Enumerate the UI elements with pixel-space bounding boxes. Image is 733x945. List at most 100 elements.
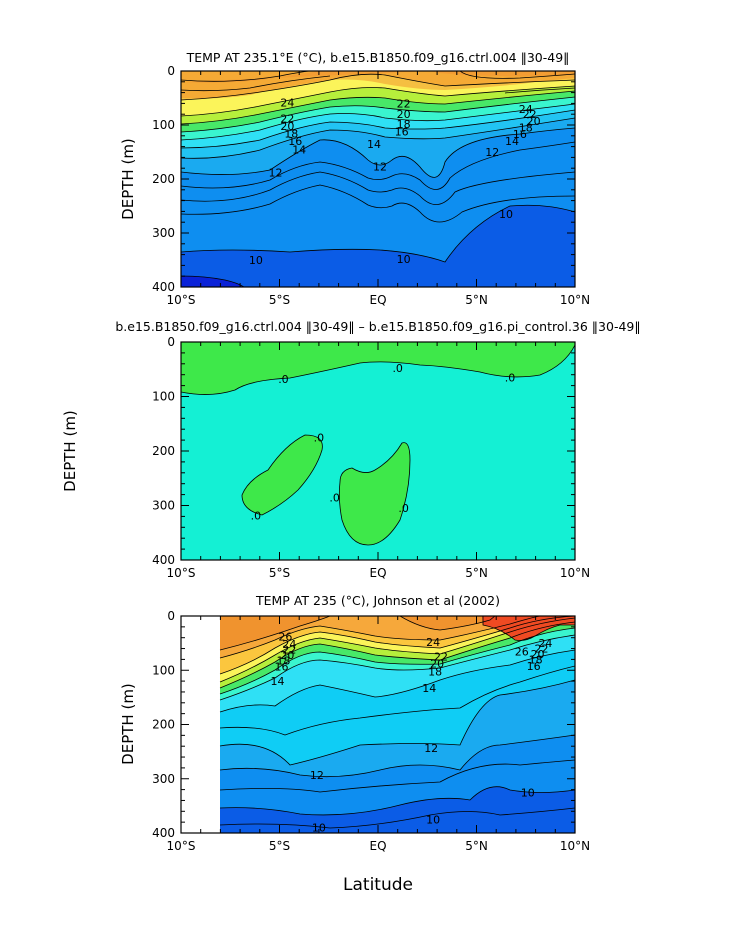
y-tick-label: 400 [152,826,175,840]
contour-label: 20 [280,120,294,133]
contour-label: 26 [278,631,292,644]
contour-label: 26 [515,645,529,658]
x-tick-label: 10°N [560,293,590,307]
panel-2-positive-region-top [181,342,575,395]
y-tick-label: 200 [152,172,175,186]
y-tick-label: 100 [152,118,175,132]
contour-label: 14 [422,682,436,695]
y-tick-label: 0 [167,64,175,78]
panel-3-contour-labels: 2624222018161424222018142624222018161212… [271,631,553,835]
contour-label: 18 [284,128,298,141]
panel-3-y-ticks: 0 100 200 300 400 [152,609,575,840]
contour-label: 20 [397,108,411,121]
contour-label: 10 [521,786,535,799]
x-tick-label: 5°N [465,839,488,853]
contour-label: .0 [314,431,325,444]
contour-label: 14 [367,138,381,151]
x-tick-label: EQ [369,293,386,307]
contour-label: 10 [499,208,513,221]
y-tick-label: 100 [152,390,175,404]
contour-label: 24 [519,103,533,116]
contour-label: .0 [392,362,403,375]
contour-label: .0 [398,502,409,515]
contour-label: 18 [428,665,442,678]
panel-2-positive-region-left [242,435,323,515]
contour-label: .0 [251,509,262,522]
x-tick-label: 10°N [560,566,590,580]
panel-2-x-ticks: 10°S 5°S EQ 5°N 10°N [167,342,590,580]
contour-label: 18 [519,122,533,135]
contour-label: 24 [280,96,294,109]
x-tick-label: 10°N [560,839,590,853]
contour-label: 24 [426,636,440,649]
panel-3-title: TEMP AT 235 (°C), Johnson et al (2002) [255,593,500,608]
contour-label: 16 [288,135,302,148]
panel-3-plot-area [181,616,575,833]
x-tick-label: 5°S [269,839,290,853]
panel-2-y-axis-label: DEPTH (m) [61,410,79,492]
contour-label: 22 [434,651,448,664]
x-tick-label: 5°S [269,566,290,580]
panel-1-title: TEMP AT 235.1°E (°C), b.e15.B1850.f09_g1… [186,50,570,65]
contour-label: 14 [292,143,306,156]
contour-label: 22 [397,97,411,110]
y-tick-label: 300 [152,772,175,786]
panel-1-y-axis-label: DEPTH (m) [119,138,137,220]
y-tick-label: 0 [167,335,175,349]
contour-label: .0 [278,373,289,386]
contour-label: 12 [310,769,324,782]
x-axis-label: Latitude [343,875,413,895]
y-tick-label: 200 [152,444,175,458]
contour-label: 14 [505,135,519,148]
contour-label: 22 [535,643,549,656]
x-tick-label: 10°S [167,839,196,853]
y-tick-label: 300 [152,499,175,513]
panel-2-y-ticks: 0 100 200 300 400 [152,335,575,567]
panel-1-contour-labels: 2422201816141222201816141224222018161412… [249,96,541,267]
contour-label: 18 [397,118,411,131]
contour-label: 10 [249,254,263,267]
contour-label: 14 [271,675,285,688]
contour-label: .0 [329,491,340,504]
contour-label: .0 [505,371,516,384]
y-tick-label: 0 [167,609,175,623]
contour-label: 18 [529,653,543,666]
contour-label: 12 [485,146,499,159]
x-tick-label: EQ [369,839,386,853]
panel-3-y-axis-label: DEPTH (m) [119,683,137,765]
contour-label: 12 [373,161,387,174]
y-tick-label: 300 [152,226,175,240]
panel-3-band-22-24 [220,616,575,674]
contour-label: 24 [282,638,296,651]
panel-1-x-ticks: 10°S 5°S EQ 5°N 10°N [167,71,590,307]
contour-label: 22 [280,113,294,126]
contour-label: 16 [527,660,541,673]
x-tick-label: 5°N [465,293,488,307]
contour-label: 10 [312,822,326,835]
contour-label: 22 [282,644,296,657]
panel-2-title: b.e15.B1850.f09_g16.ctrl.004 ‖30-49‖ – b… [115,319,640,334]
panel-1-band-cold [181,276,244,287]
contour-label: 10 [426,813,440,826]
y-tick-label: 100 [152,663,175,677]
panel-3: TEMP AT 235 (°C), Johnson et al (2002) [119,593,590,853]
panel-3-band-gt28 [482,616,575,641]
x-tick-label: 10°S [167,293,196,307]
contour-label: 20 [531,648,545,661]
contour-label: 16 [513,128,527,141]
contour-label: 10 [397,253,411,266]
contour-label: 16 [395,125,409,138]
panel-1: TEMP AT 235.1°E (°C), b.e15.B1850.f09_g1… [119,50,590,307]
panel-2-contour-lines [181,344,575,546]
panel-3-contour-lines [219,616,575,829]
panel-2-contour-labels: .0 .0 .0 .0 .0 .0 .0 [251,362,516,522]
x-tick-label: 10°S [167,566,196,580]
contour-label: 20 [430,658,444,671]
contour-label: 20 [527,115,541,128]
contour-label: 20 [280,649,294,662]
panel-2-positive-region-right [339,442,410,545]
contour-label: 22 [523,108,537,121]
panel-3-x-ticks: 10°S 5°S EQ 5°N 10°N [167,616,590,853]
y-tick-label: 400 [152,553,175,567]
